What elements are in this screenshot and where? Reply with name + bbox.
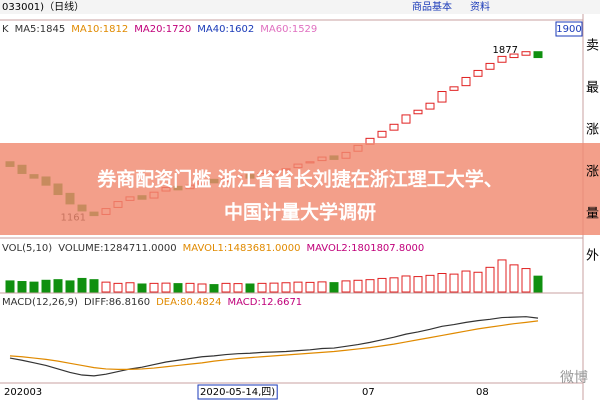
price-annotation: 1877 bbox=[493, 45, 518, 56]
volume-bar bbox=[305, 281, 315, 293]
candle bbox=[437, 91, 447, 103]
volume-bar bbox=[437, 273, 447, 293]
legend-text: VOLUME:1284711.0000 bbox=[58, 243, 176, 254]
legend-text: MA40:1602 bbox=[197, 24, 254, 35]
legend-text: MA10:1812 bbox=[71, 24, 128, 35]
price-box-text: 1900 bbox=[556, 24, 581, 35]
legend-text: MA5:1845 bbox=[15, 24, 66, 35]
volume-bar bbox=[125, 282, 135, 293]
volume-bar bbox=[29, 281, 39, 293]
volume-bar bbox=[233, 283, 243, 293]
volume-bar bbox=[137, 283, 147, 293]
candle bbox=[521, 51, 531, 56]
x-label: 202003 bbox=[4, 387, 42, 398]
volume-bar bbox=[149, 282, 159, 293]
volume-bar bbox=[425, 274, 435, 293]
candle bbox=[389, 123, 399, 131]
side-label: 外 bbox=[586, 249, 599, 264]
volume-bar bbox=[329, 282, 339, 293]
volume-bar bbox=[185, 282, 195, 293]
price-box bbox=[555, 21, 583, 37]
candle bbox=[473, 69, 483, 77]
volume-bar bbox=[113, 282, 123, 293]
side-label: 最 bbox=[586, 81, 599, 96]
banner-line: 中国计量大学调研 bbox=[224, 201, 376, 224]
volume-bar bbox=[245, 283, 255, 293]
side-label: 量 bbox=[586, 207, 599, 222]
volume-bar bbox=[257, 282, 267, 293]
legend-text: K bbox=[2, 24, 9, 35]
x-label: 07 bbox=[362, 387, 375, 398]
volume-bar bbox=[5, 280, 15, 293]
legend-text: DIFF:86.8160 bbox=[84, 297, 150, 308]
volume-bar bbox=[365, 279, 375, 293]
macd-line bbox=[9, 320, 539, 370]
banner-line: 券商配资门槛 浙江省省长刘捷在浙江理工大学、 bbox=[96, 168, 503, 191]
volume-bar bbox=[65, 280, 75, 293]
volume-bar bbox=[209, 284, 219, 293]
volume-bar bbox=[461, 270, 471, 293]
volume-bar bbox=[473, 271, 483, 293]
volume-bar bbox=[293, 281, 303, 293]
candle bbox=[509, 53, 519, 59]
volume-bar bbox=[221, 282, 231, 293]
volume-bar bbox=[341, 280, 351, 293]
volume-bar bbox=[377, 277, 387, 293]
volume-bar bbox=[197, 283, 207, 293]
volume-bar bbox=[41, 279, 51, 293]
volume-bar bbox=[353, 279, 363, 293]
candle bbox=[533, 51, 543, 59]
date-box bbox=[197, 384, 278, 400]
legend-text: MA20:1720 bbox=[134, 24, 191, 35]
volume-bar bbox=[449, 273, 459, 293]
side-label: 涨 bbox=[586, 123, 599, 138]
stock-code: 033001)（日线） bbox=[2, 0, 84, 13]
volume-bar bbox=[17, 281, 27, 293]
volume-bar bbox=[53, 279, 63, 293]
watermark: 微博 bbox=[560, 369, 588, 386]
legend-text: MAVOL1:1483681.0000 bbox=[183, 243, 301, 254]
candle bbox=[401, 114, 411, 124]
volume-bar bbox=[281, 282, 291, 293]
banner bbox=[0, 143, 600, 235]
volume-bar bbox=[497, 259, 507, 293]
side-label: 卖 bbox=[586, 39, 599, 54]
candle bbox=[485, 62, 495, 70]
top-bar bbox=[0, 0, 600, 14]
volume-bar bbox=[533, 275, 543, 293]
legend-text: MA60:1529 bbox=[260, 24, 317, 35]
volume-bar bbox=[521, 268, 531, 293]
volume-bar bbox=[485, 266, 495, 293]
volume-bar bbox=[269, 282, 279, 293]
legend-text: VOL(5,10) bbox=[2, 243, 52, 254]
candle bbox=[497, 55, 507, 63]
candle bbox=[377, 130, 387, 138]
candle bbox=[425, 102, 435, 110]
volume-bar bbox=[413, 276, 423, 293]
candle bbox=[413, 109, 423, 115]
legend-text: MAVOL2:1801807.8000 bbox=[306, 243, 424, 254]
macd-line bbox=[9, 316, 539, 377]
volume-bar bbox=[173, 283, 183, 293]
legend-text: DEA:80.4824 bbox=[156, 297, 221, 308]
x-label: 2020-05-14,四) bbox=[200, 387, 275, 398]
volume-bar bbox=[161, 282, 171, 293]
x-label: 08 bbox=[476, 387, 489, 398]
tab[interactable]: 资料 bbox=[470, 0, 490, 13]
volume-bar bbox=[101, 281, 111, 293]
volume-bar bbox=[77, 277, 87, 293]
candle bbox=[449, 86, 459, 91]
volume-bar bbox=[401, 275, 411, 293]
candle bbox=[461, 76, 471, 87]
side-label: 涨 bbox=[586, 165, 599, 180]
legend-text: MACD:12.6671 bbox=[227, 297, 302, 308]
volume-bar bbox=[317, 281, 327, 293]
legend-text: MACD(12,26,9) bbox=[2, 297, 78, 308]
volume-bar bbox=[509, 264, 519, 293]
volume-bar bbox=[89, 279, 99, 293]
tab[interactable]: 商品基本 bbox=[412, 0, 452, 13]
volume-bar bbox=[389, 277, 399, 293]
